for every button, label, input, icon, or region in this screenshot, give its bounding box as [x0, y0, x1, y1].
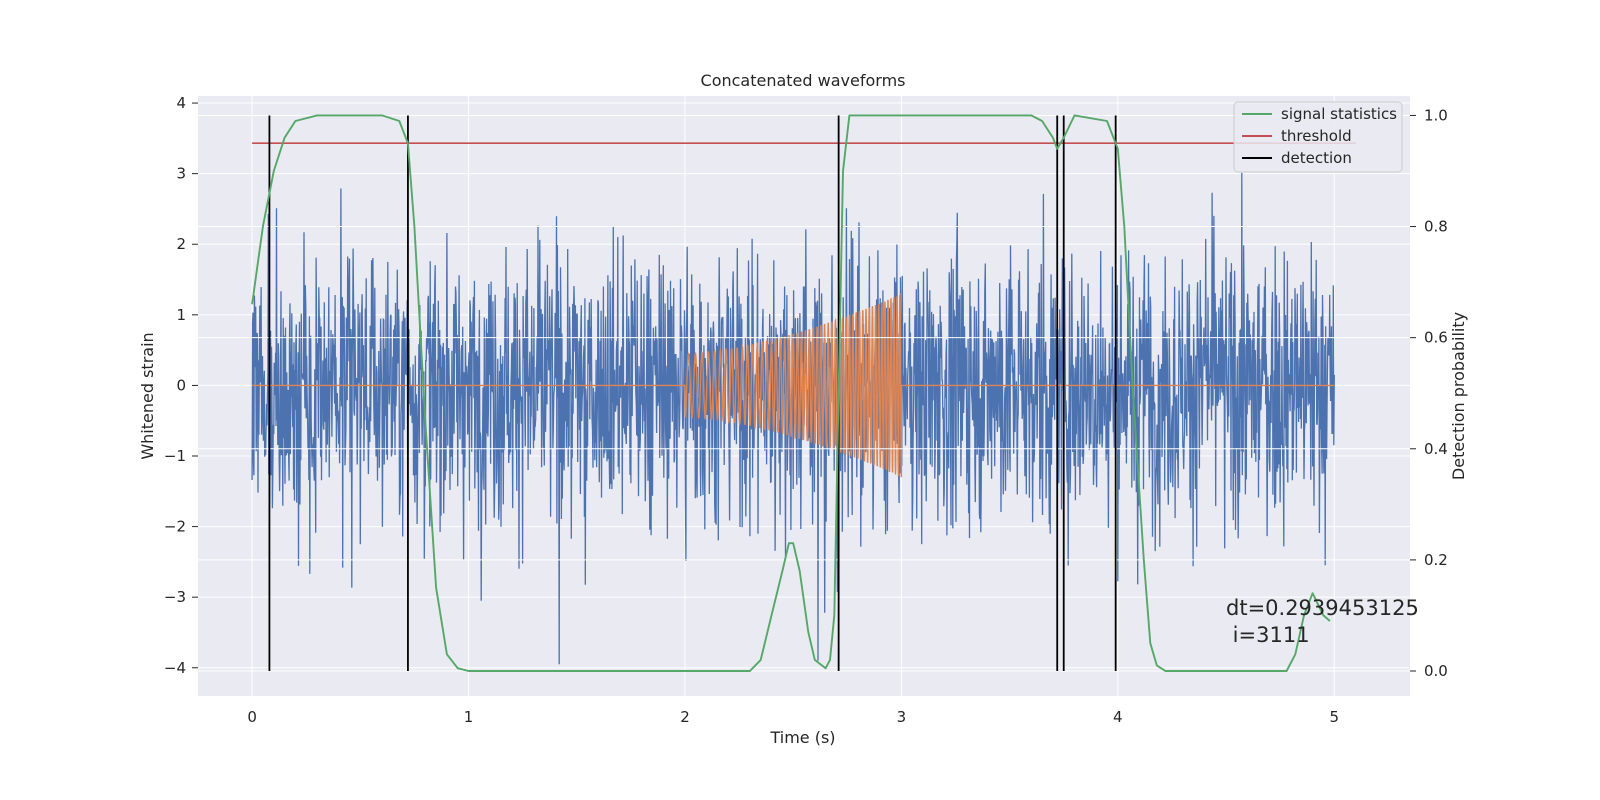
y-tick-label-2: −2: [164, 518, 186, 536]
x-tick-label-2: 2: [680, 708, 690, 726]
injection-series: [252, 293, 1335, 478]
legend-label-detection: detection: [1281, 149, 1352, 167]
y-tick-label-7: 3: [176, 165, 186, 183]
strain-line: [251, 172, 1335, 665]
x-tick-label-4: 4: [1113, 708, 1123, 726]
y-tick-label-5: 1: [176, 306, 186, 324]
y-axis-right-label: Detection probability: [1449, 312, 1468, 480]
y-right-tick-label-2: 0.4: [1424, 440, 1448, 458]
signal-statistics-line: [251, 114, 1331, 672]
x-axis-ticks: 0 1 2 3 4 5: [247, 708, 1339, 726]
y-tick-label-4: 0: [176, 376, 186, 394]
y-right-tick-label-1: 0.2: [1424, 551, 1448, 569]
right-grid-lines: [198, 114, 1410, 672]
y-axis-left-ticks: −4 −3 −2 −1 0 1 2 3 4: [164, 94, 198, 677]
y-axis-label: Whitened strain: [138, 332, 157, 459]
annotation-index: i=3111: [1226, 623, 1310, 647]
legend: signal statistics threshold detection: [1233, 101, 1403, 173]
x-axis-label: Time (s): [769, 728, 835, 747]
x-tick-label-3: 3: [897, 708, 907, 726]
y-tick-label-3: −1: [164, 447, 186, 465]
strain-series: [251, 172, 1335, 665]
y-tick-label-8: 4: [176, 94, 186, 112]
y-tick-label-6: 2: [176, 235, 186, 253]
y-tick-label-1: −3: [164, 588, 186, 606]
x-tick-label-1: 1: [464, 708, 474, 726]
y-right-tick-label-3: 0.6: [1424, 329, 1448, 347]
legend-label-threshold: threshold: [1281, 127, 1352, 145]
x-tick-label-5: 5: [1329, 708, 1339, 726]
x-tick-label-0: 0: [247, 708, 257, 726]
y-tick-label-0: −4: [164, 659, 186, 677]
chart-title: Concatenated waveforms: [701, 71, 906, 90]
signal-statistics-series: [251, 114, 1331, 672]
y-right-tick-label-5: 1.0: [1424, 106, 1448, 124]
y-axis-right-ticks: 0.0 0.2 0.4 0.6 0.8 1.0: [1410, 106, 1448, 680]
y-right-tick-label-0: 0.0: [1424, 662, 1448, 680]
legend-label-signal-statistics: signal statistics: [1281, 105, 1397, 123]
legend-box: [1233, 101, 1403, 173]
y-right-tick-label-4: 0.8: [1424, 218, 1448, 236]
injection-line: [252, 293, 1335, 478]
annotation-dt: dt=0.2939453125: [1226, 596, 1419, 620]
